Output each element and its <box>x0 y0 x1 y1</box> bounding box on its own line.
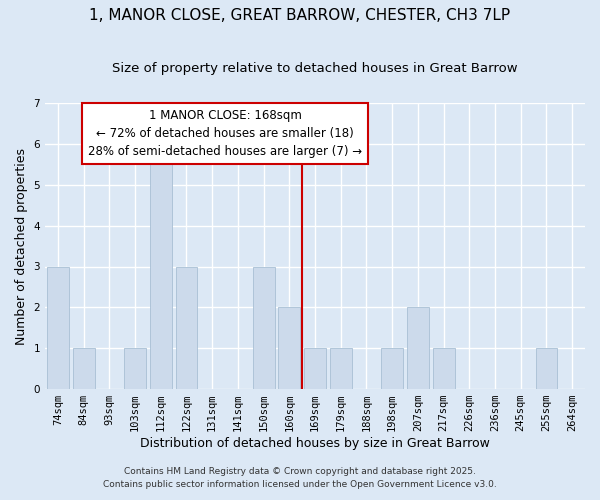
X-axis label: Distribution of detached houses by size in Great Barrow: Distribution of detached houses by size … <box>140 437 490 450</box>
Bar <box>150 144 172 389</box>
Bar <box>330 348 352 389</box>
Bar <box>73 348 95 389</box>
Bar <box>304 348 326 389</box>
Bar <box>124 348 146 389</box>
Bar <box>536 348 557 389</box>
Bar <box>278 308 300 389</box>
Bar <box>176 266 197 389</box>
Title: Size of property relative to detached houses in Great Barrow: Size of property relative to detached ho… <box>112 62 518 76</box>
Bar <box>253 266 275 389</box>
Text: 1 MANOR CLOSE: 168sqm
← 72% of detached houses are smaller (18)
28% of semi-deta: 1 MANOR CLOSE: 168sqm ← 72% of detached … <box>88 109 362 158</box>
Text: 1, MANOR CLOSE, GREAT BARROW, CHESTER, CH3 7LP: 1, MANOR CLOSE, GREAT BARROW, CHESTER, C… <box>89 8 511 22</box>
Y-axis label: Number of detached properties: Number of detached properties <box>15 148 28 344</box>
Bar <box>381 348 403 389</box>
Bar <box>407 308 429 389</box>
Bar <box>433 348 455 389</box>
Text: Contains HM Land Registry data © Crown copyright and database right 2025.
Contai: Contains HM Land Registry data © Crown c… <box>103 467 497 489</box>
Bar <box>47 266 69 389</box>
